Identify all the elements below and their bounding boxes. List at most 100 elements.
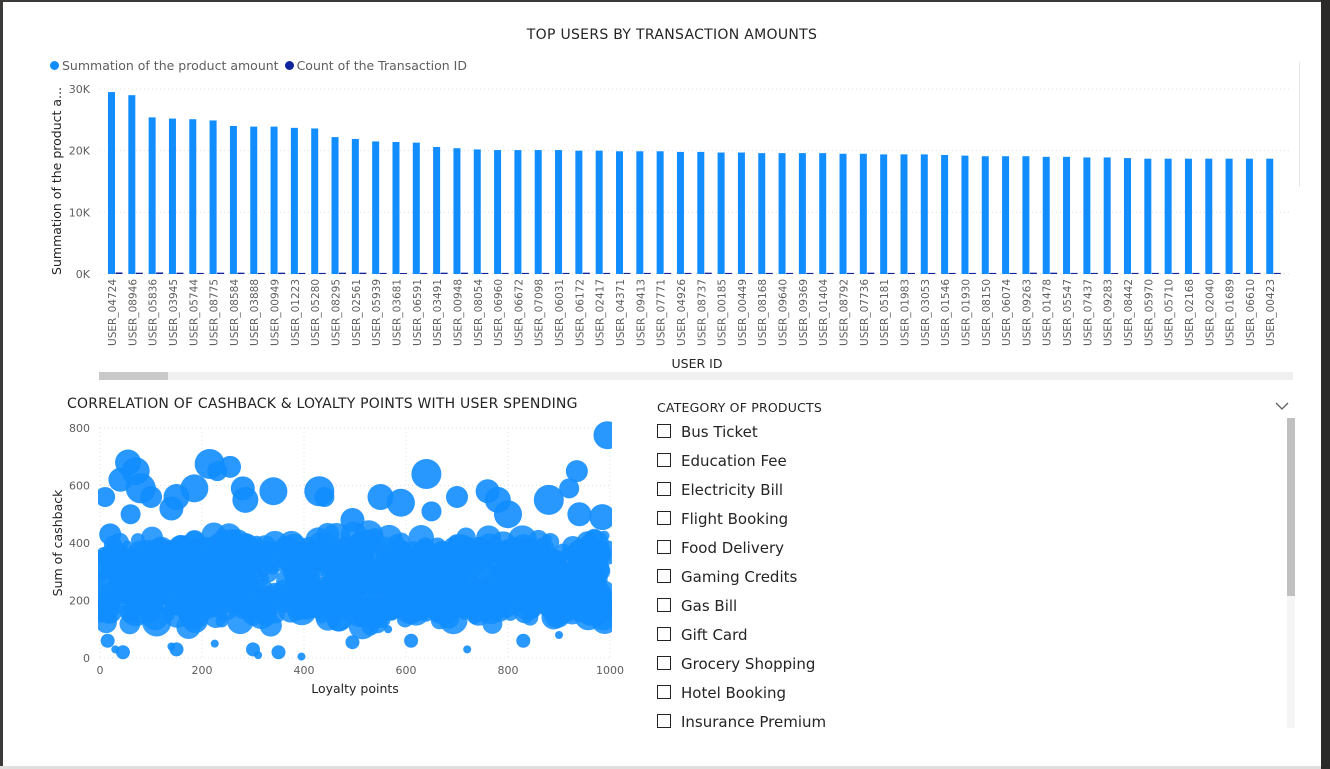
bar-transaction-count[interactable] <box>948 272 956 274</box>
checkbox[interactable] <box>657 540 671 554</box>
scatter-point[interactable] <box>271 645 286 660</box>
bar-product-amount[interactable] <box>270 126 278 274</box>
bar-transaction-count[interactable] <box>115 272 123 274</box>
scatter-point[interactable] <box>501 552 526 576</box>
bar-transaction-count[interactable] <box>1009 272 1017 274</box>
scatter-point[interactable] <box>166 565 193 593</box>
scatter-point[interactable] <box>427 586 446 604</box>
bar-product-amount[interactable] <box>108 92 115 274</box>
scatter-point[interactable] <box>255 572 270 587</box>
bar-transaction-count[interactable] <box>704 272 712 274</box>
scatter-point[interactable] <box>356 603 376 624</box>
scatter-point[interactable] <box>357 556 387 586</box>
bar-transaction-count[interactable] <box>1253 272 1261 274</box>
scatter-point[interactable] <box>330 541 345 556</box>
bar-transaction-count[interactable] <box>765 272 773 274</box>
scatter-point[interactable] <box>425 547 441 563</box>
scatter-point[interactable] <box>335 567 363 595</box>
scatter-point[interactable] <box>404 633 419 648</box>
checkbox[interactable] <box>657 627 671 641</box>
scatter-point[interactable] <box>537 593 563 619</box>
bar-product-amount[interactable] <box>1042 156 1050 274</box>
bar-transaction-count[interactable] <box>1070 272 1078 274</box>
scatter-point[interactable] <box>167 535 196 563</box>
bar-product-amount[interactable] <box>392 142 400 274</box>
bar-product-amount[interactable] <box>514 150 522 274</box>
bar-transaction-count[interactable] <box>257 272 265 274</box>
bar-product-amount[interactable] <box>555 150 563 274</box>
scatter-point[interactable] <box>169 642 184 657</box>
bar-transaction-count[interactable] <box>907 272 915 274</box>
slicer-item[interactable]: Bus Ticket <box>657 418 1277 447</box>
scatter-point[interactable] <box>254 651 263 660</box>
scatter-point[interactable] <box>395 545 416 566</box>
scatter-point[interactable] <box>473 579 490 596</box>
scatter-point[interactable] <box>516 633 531 648</box>
scatter-point[interactable] <box>404 566 425 588</box>
scatter-point[interactable] <box>513 598 527 613</box>
bar-transaction-count[interactable] <box>867 272 875 274</box>
scatter-point[interactable] <box>389 567 401 579</box>
scatter-point[interactable] <box>494 500 522 529</box>
scatter-point[interactable] <box>246 600 276 629</box>
scatter-point[interactable] <box>421 501 442 522</box>
checkbox[interactable] <box>657 482 671 496</box>
scatter-chart[interactable]: 0 200 400 600 800 0 200 400 600 800 1000 Sum of cas… <box>0 418 640 738</box>
scatter-point[interactable] <box>580 554 610 584</box>
scatter-point[interactable] <box>315 605 341 631</box>
slicer-item[interactable]: Insurance Premium <box>657 708 1277 737</box>
bar-product-amount[interactable] <box>209 120 217 274</box>
bar-product-amount[interactable] <box>880 154 888 274</box>
bar-product-amount[interactable] <box>778 153 786 274</box>
bar-product-amount[interactable] <box>1002 156 1010 274</box>
scatter-point[interactable] <box>532 538 555 561</box>
scatter-point[interactable] <box>567 502 592 527</box>
scatter-point[interactable] <box>95 487 116 507</box>
slicer-item[interactable]: Gaming Credits <box>657 563 1277 592</box>
scatter-point[interactable] <box>488 566 501 579</box>
checkbox[interactable] <box>657 598 671 612</box>
scatter-point[interactable] <box>440 571 469 601</box>
scatter-point[interactable] <box>180 474 209 503</box>
scatter-point[interactable] <box>297 652 306 661</box>
scatter-point[interactable] <box>384 625 393 634</box>
bar-product-amount[interactable] <box>290 127 298 274</box>
scatter-point[interactable] <box>314 487 335 507</box>
bar-product-amount[interactable] <box>859 153 867 274</box>
bar-transaction-count[interactable] <box>1212 272 1220 274</box>
scatter-point[interactable] <box>441 539 471 569</box>
slicer-scrollbar-thumb[interactable] <box>1287 418 1295 596</box>
scatter-point[interactable] <box>387 534 405 551</box>
scatter-point[interactable] <box>212 575 235 598</box>
bar-product-amount[interactable] <box>534 150 542 274</box>
checkbox[interactable] <box>657 714 671 728</box>
bar-transaction-count[interactable] <box>664 272 672 274</box>
bar-transaction-count[interactable] <box>725 272 733 274</box>
bar-transaction-count[interactable] <box>968 272 976 274</box>
bar-product-amount[interactable] <box>412 142 420 274</box>
scatter-point[interactable] <box>120 504 141 525</box>
slicer-item[interactable]: Food Delivery <box>657 534 1277 563</box>
bar-transaction-count[interactable] <box>379 272 387 274</box>
bar-transaction-count[interactable] <box>562 272 570 274</box>
scatter-point[interactable] <box>508 579 534 605</box>
bar-product-amount[interactable] <box>494 150 502 274</box>
bar-product-amount[interactable] <box>1164 158 1172 274</box>
scatter-point[interactable] <box>466 553 483 570</box>
scatter-point[interactable] <box>593 421 621 450</box>
scatter-point[interactable] <box>115 645 130 660</box>
scatter-point[interactable] <box>122 540 133 551</box>
scatter-point[interactable] <box>340 508 365 532</box>
legend-item-count[interactable]: Count of the Transaction ID <box>284 58 467 73</box>
checkbox[interactable] <box>657 656 671 670</box>
bar-transaction-count[interactable] <box>501 272 509 274</box>
scatter-point[interactable] <box>259 477 288 506</box>
bar-product-amount[interactable] <box>798 153 806 274</box>
bar-transaction-count[interactable] <box>1131 272 1139 274</box>
scatter-point[interactable] <box>298 559 312 574</box>
bar-product-amount[interactable] <box>1245 158 1253 274</box>
slicer-item[interactable]: Electricity Bill <box>657 476 1277 505</box>
bar-product-amount[interactable] <box>168 118 176 274</box>
bar-transaction-count[interactable] <box>1111 273 1119 274</box>
scatter-point[interactable] <box>163 599 192 628</box>
